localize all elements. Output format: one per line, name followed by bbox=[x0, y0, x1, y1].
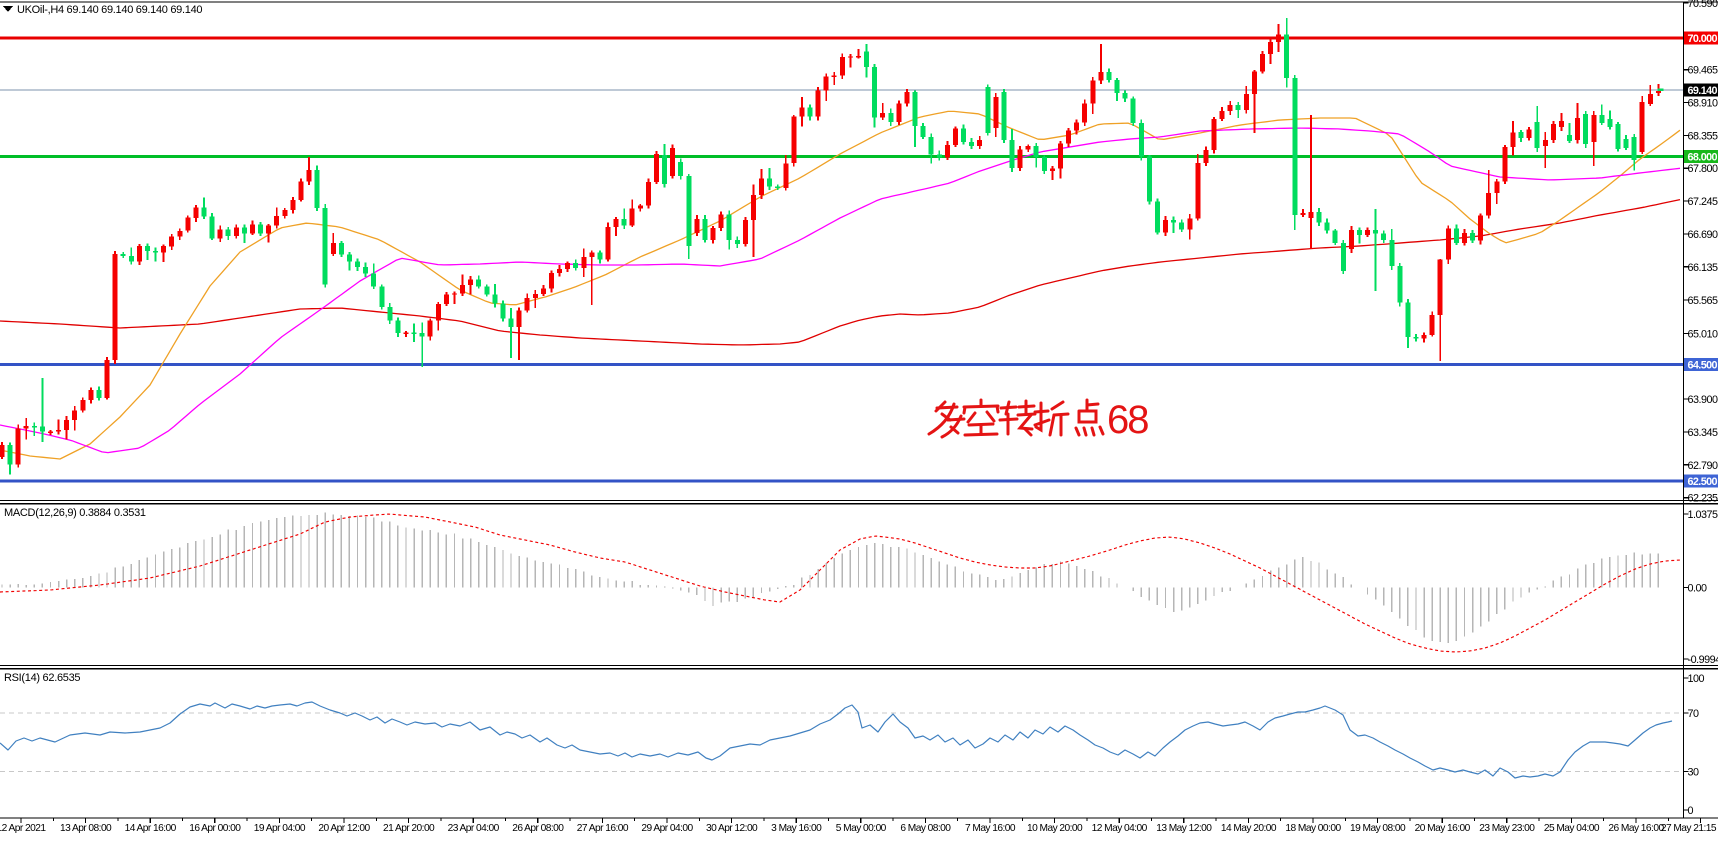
svg-text:27 Apr 16:00: 27 Apr 16:00 bbox=[577, 823, 629, 834]
svg-text:0.00: 0.00 bbox=[1688, 583, 1708, 595]
svg-text:5 May 00:00: 5 May 00:00 bbox=[836, 823, 887, 834]
svg-text:1.0375: 1.0375 bbox=[1688, 509, 1718, 521]
svg-text:0: 0 bbox=[1688, 805, 1694, 817]
svg-text:69.140: 69.140 bbox=[1688, 85, 1718, 97]
svg-text:26 May 16:00: 26 May 16:00 bbox=[1608, 823, 1664, 834]
svg-text:19 Apr 04:00: 19 Apr 04:00 bbox=[254, 823, 306, 834]
svg-text:UKOil-,H4 69.140 69.140 69.14: UKOil-,H4 69.140 69.140 69.140 69.140 bbox=[17, 4, 202, 16]
svg-text:MACD(12,26,9) 0.3884 0.3531: MACD(12,26,9) 0.3884 0.3531 bbox=[4, 507, 146, 519]
svg-text:63.900: 63.900 bbox=[1688, 394, 1718, 406]
svg-text:66.690: 66.690 bbox=[1688, 229, 1718, 241]
svg-text:RSI(14) 62.6535: RSI(14) 62.6535 bbox=[4, 672, 80, 684]
svg-text:21 Apr 20:00: 21 Apr 20:00 bbox=[383, 823, 435, 834]
svg-text:20 May 16:00: 20 May 16:00 bbox=[1415, 823, 1471, 834]
svg-text:63.345: 63.345 bbox=[1688, 427, 1718, 439]
svg-text:13 May 12:00: 13 May 12:00 bbox=[1156, 823, 1212, 834]
svg-text:-0.9994: -0.9994 bbox=[1688, 654, 1718, 666]
svg-text:23 Apr 04:00: 23 Apr 04:00 bbox=[448, 823, 500, 834]
svg-text:3 May 16:00: 3 May 16:00 bbox=[771, 823, 822, 834]
svg-text:14 Apr 16:00: 14 Apr 16:00 bbox=[125, 823, 177, 834]
svg-text:65.010: 65.010 bbox=[1688, 328, 1718, 340]
svg-text:10 May 20:00: 10 May 20:00 bbox=[1027, 823, 1083, 834]
svg-text:66.135: 66.135 bbox=[1688, 262, 1718, 274]
svg-text:70.000: 70.000 bbox=[1688, 33, 1718, 45]
svg-text:68.000: 68.000 bbox=[1688, 152, 1718, 164]
svg-text:13 Apr 08:00: 13 Apr 08:00 bbox=[60, 823, 112, 834]
svg-text:7 May 16:00: 7 May 16:00 bbox=[965, 823, 1016, 834]
svg-text:68: 68 bbox=[1107, 398, 1148, 442]
svg-text:26 Apr 08:00: 26 Apr 08:00 bbox=[512, 823, 564, 834]
svg-text:19 May 08:00: 19 May 08:00 bbox=[1350, 823, 1406, 834]
svg-text:62.790: 62.790 bbox=[1688, 460, 1718, 472]
svg-text:64.500: 64.500 bbox=[1688, 360, 1718, 372]
svg-text:62.235: 62.235 bbox=[1688, 493, 1718, 505]
svg-text:100: 100 bbox=[1688, 673, 1705, 685]
svg-text:30 Apr 12:00: 30 Apr 12:00 bbox=[706, 823, 758, 834]
svg-text:14 May 20:00: 14 May 20:00 bbox=[1221, 823, 1277, 834]
svg-text:69.465: 69.465 bbox=[1688, 65, 1718, 77]
svg-text:12 Apr 2021: 12 Apr 2021 bbox=[0, 823, 46, 834]
svg-text:70.590: 70.590 bbox=[1688, 0, 1718, 10]
svg-text:18 May 00:00: 18 May 00:00 bbox=[1285, 823, 1341, 834]
svg-text:30: 30 bbox=[1688, 767, 1700, 779]
svg-text:62.500: 62.500 bbox=[1688, 476, 1718, 488]
svg-text:65.565: 65.565 bbox=[1688, 295, 1718, 307]
svg-text:67.245: 67.245 bbox=[1688, 196, 1718, 208]
svg-text:67.800: 67.800 bbox=[1688, 163, 1718, 175]
svg-text:68.355: 68.355 bbox=[1688, 130, 1718, 142]
svg-text:20 Apr 12:00: 20 Apr 12:00 bbox=[318, 823, 370, 834]
svg-text:29 Apr 04:00: 29 Apr 04:00 bbox=[641, 823, 693, 834]
svg-text:6 May 08:00: 6 May 08:00 bbox=[900, 823, 951, 834]
svg-text:25 May 04:00: 25 May 04:00 bbox=[1544, 823, 1600, 834]
svg-text:12 May 04:00: 12 May 04:00 bbox=[1092, 823, 1148, 834]
svg-text:23 May 23:00: 23 May 23:00 bbox=[1479, 823, 1535, 834]
svg-text:68.910: 68.910 bbox=[1688, 98, 1718, 110]
svg-text:27 May 21:15: 27 May 21:15 bbox=[1661, 823, 1717, 834]
svg-text:16 Apr 00:00: 16 Apr 00:00 bbox=[189, 823, 241, 834]
svg-text:70: 70 bbox=[1688, 708, 1700, 720]
